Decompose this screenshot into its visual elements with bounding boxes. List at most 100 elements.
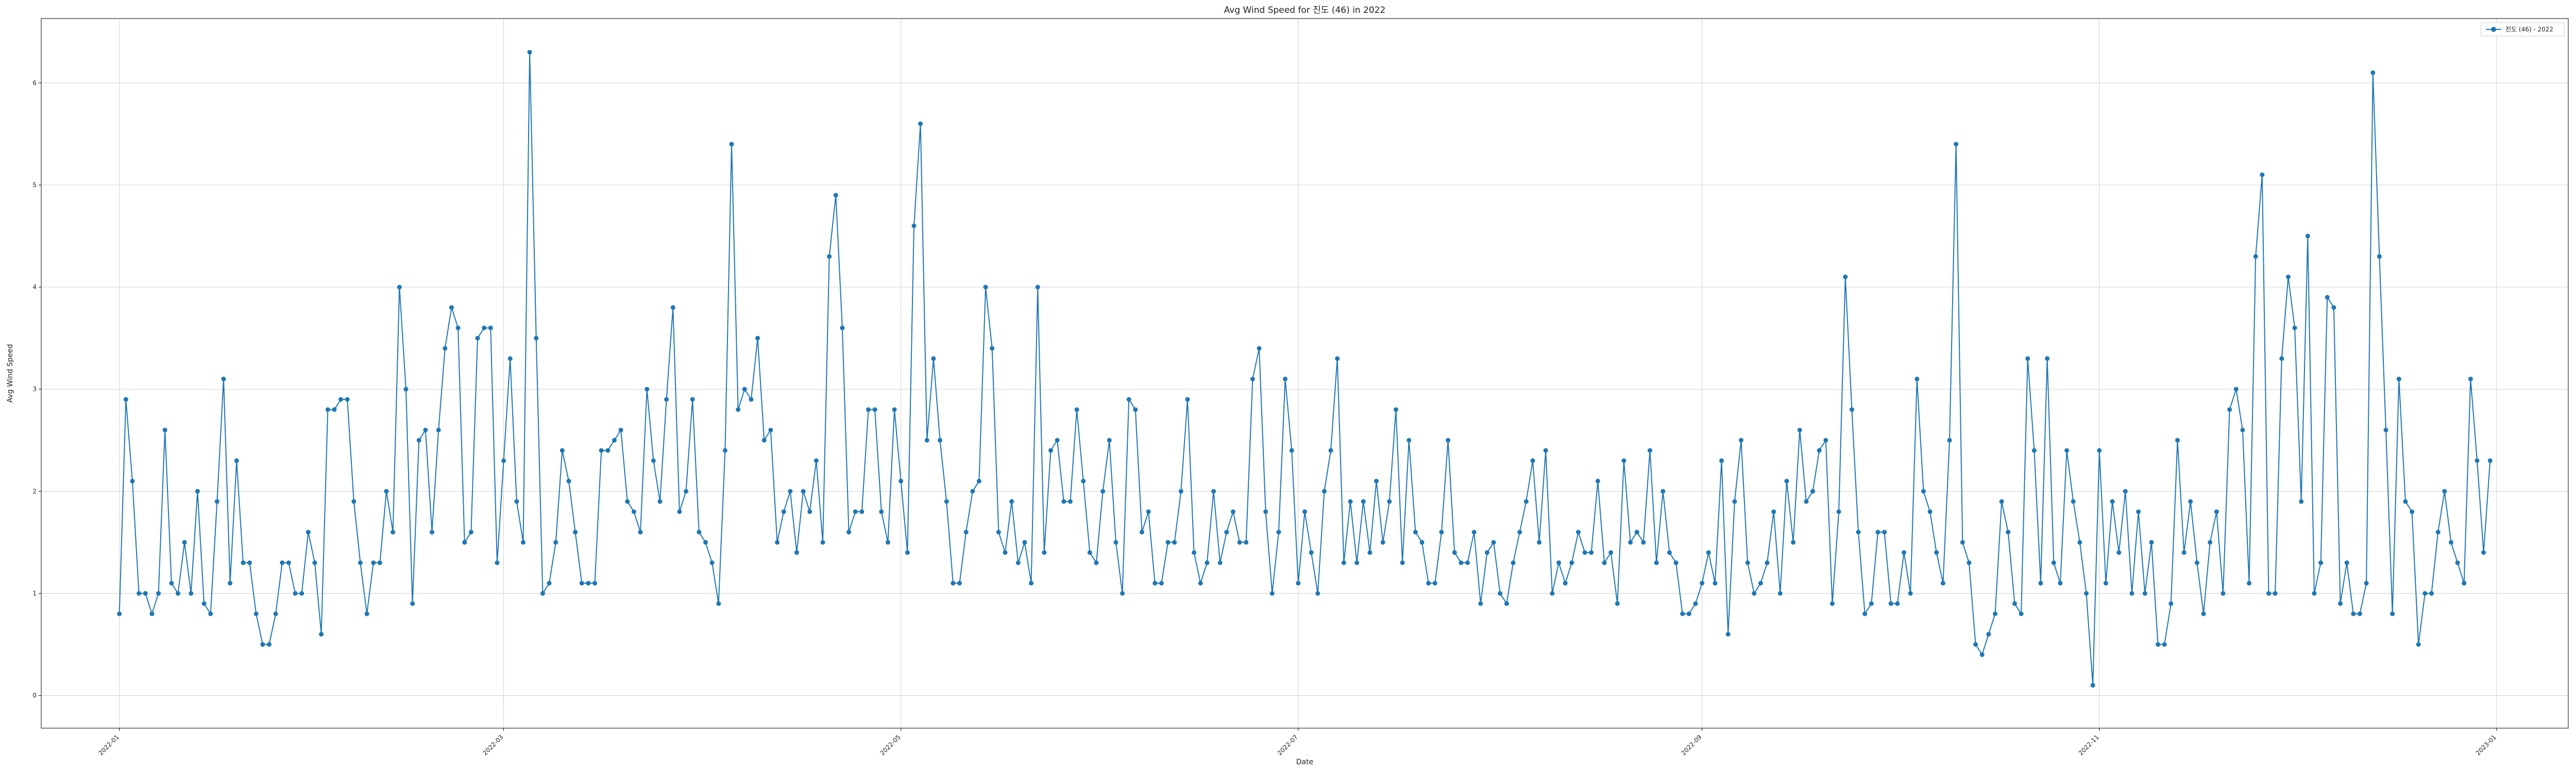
- data-point: [788, 489, 793, 494]
- data-point: [1465, 560, 1470, 565]
- data-point: [2364, 581, 2369, 586]
- data-point: [794, 550, 799, 555]
- data-point: [1999, 499, 2004, 504]
- data-point: [2416, 642, 2421, 647]
- data-point: [1758, 581, 1763, 586]
- data-point: [866, 407, 871, 412]
- data-point: [325, 407, 330, 412]
- data-point: [2266, 591, 2271, 596]
- data-point: [749, 397, 754, 402]
- data-point: [1230, 509, 1235, 514]
- data-point: [657, 499, 663, 504]
- data-point: [2455, 560, 2460, 565]
- data-point: [1094, 560, 1099, 565]
- data-point: [612, 438, 617, 443]
- data-point: [391, 530, 396, 535]
- data-point: [1081, 479, 1086, 484]
- data-point: [1393, 407, 1398, 412]
- data-point: [1302, 509, 1307, 514]
- data-point: [2006, 530, 2011, 535]
- data-point: [162, 427, 167, 432]
- data-point: [670, 305, 675, 310]
- data-point: [2481, 550, 2486, 555]
- data-point: [736, 407, 741, 412]
- data-point: [1348, 499, 1353, 504]
- data-point: [2468, 376, 2473, 381]
- data-point: [775, 540, 780, 545]
- data-point: [859, 509, 865, 514]
- data-point: [1224, 530, 1229, 535]
- data-point: [423, 427, 428, 432]
- data-point: [1706, 550, 1711, 555]
- data-point: [2129, 591, 2134, 596]
- data-point: [1940, 581, 1945, 586]
- data-point: [1713, 581, 1718, 586]
- data-point: [1960, 540, 1965, 545]
- data-point: [137, 591, 142, 596]
- data-point: [1178, 489, 1183, 494]
- data-point: [2435, 530, 2441, 535]
- data-point: [280, 560, 285, 565]
- data-point: [1367, 550, 1372, 555]
- data-point: [996, 530, 1001, 535]
- data-point: [2142, 591, 2147, 596]
- data-point: [2233, 386, 2239, 392]
- data-point: [2012, 601, 2017, 606]
- data-point: [2344, 560, 2349, 565]
- data-point: [983, 284, 988, 290]
- data-point: [1354, 560, 1360, 565]
- data-point: [2103, 581, 2108, 586]
- data-point: [1257, 346, 1262, 351]
- data-point: [117, 611, 122, 616]
- data-point: [1113, 540, 1118, 545]
- data-point: [820, 540, 825, 545]
- data-point: [2240, 427, 2245, 432]
- data-point: [872, 407, 877, 412]
- data-point: [1471, 530, 1477, 535]
- data-point: [1556, 560, 1562, 565]
- data-point: [801, 489, 806, 494]
- data-point: [195, 489, 200, 494]
- data-point: [2221, 591, 2226, 596]
- data-point: [1934, 550, 1939, 555]
- data-point: [2422, 591, 2428, 596]
- data-point: [2351, 611, 2356, 616]
- data-point: [1217, 560, 1223, 565]
- data-point: [2162, 642, 2167, 647]
- data-point: [384, 489, 389, 494]
- data-point: [228, 581, 233, 586]
- data-point: [1700, 581, 1705, 586]
- data-point: [1244, 540, 1249, 545]
- data-point: [1810, 489, 1816, 494]
- data-point: [299, 591, 304, 596]
- data-point: [573, 530, 578, 535]
- data-point: [1908, 591, 1913, 596]
- data-point: [2462, 581, 2467, 586]
- data-point: [1035, 284, 1040, 290]
- data-point: [2285, 274, 2291, 279]
- data-point: [2383, 427, 2388, 432]
- data-point: [1595, 479, 1600, 484]
- data-point: [814, 458, 819, 463]
- data-point: [1029, 581, 1034, 586]
- data-point: [123, 397, 128, 402]
- data-point: [1459, 560, 1464, 565]
- data-point: [1250, 376, 1255, 381]
- data-point: [599, 448, 604, 453]
- data-point: [1139, 530, 1144, 535]
- data-point: [293, 591, 298, 596]
- data-point: [1205, 560, 1210, 565]
- data-point: [716, 601, 721, 606]
- data-point: [475, 335, 480, 341]
- data-point: [1719, 458, 1724, 463]
- data-point: [1895, 601, 1900, 606]
- data-point: [2475, 458, 2480, 463]
- data-point: [443, 346, 448, 351]
- data-point: [2201, 611, 2206, 616]
- data-point: [618, 427, 623, 432]
- data-point: [1211, 489, 1216, 494]
- data-point: [1771, 509, 1776, 514]
- data-point: [1328, 448, 1333, 453]
- data-point: [1517, 530, 1522, 535]
- data-point: [364, 611, 369, 616]
